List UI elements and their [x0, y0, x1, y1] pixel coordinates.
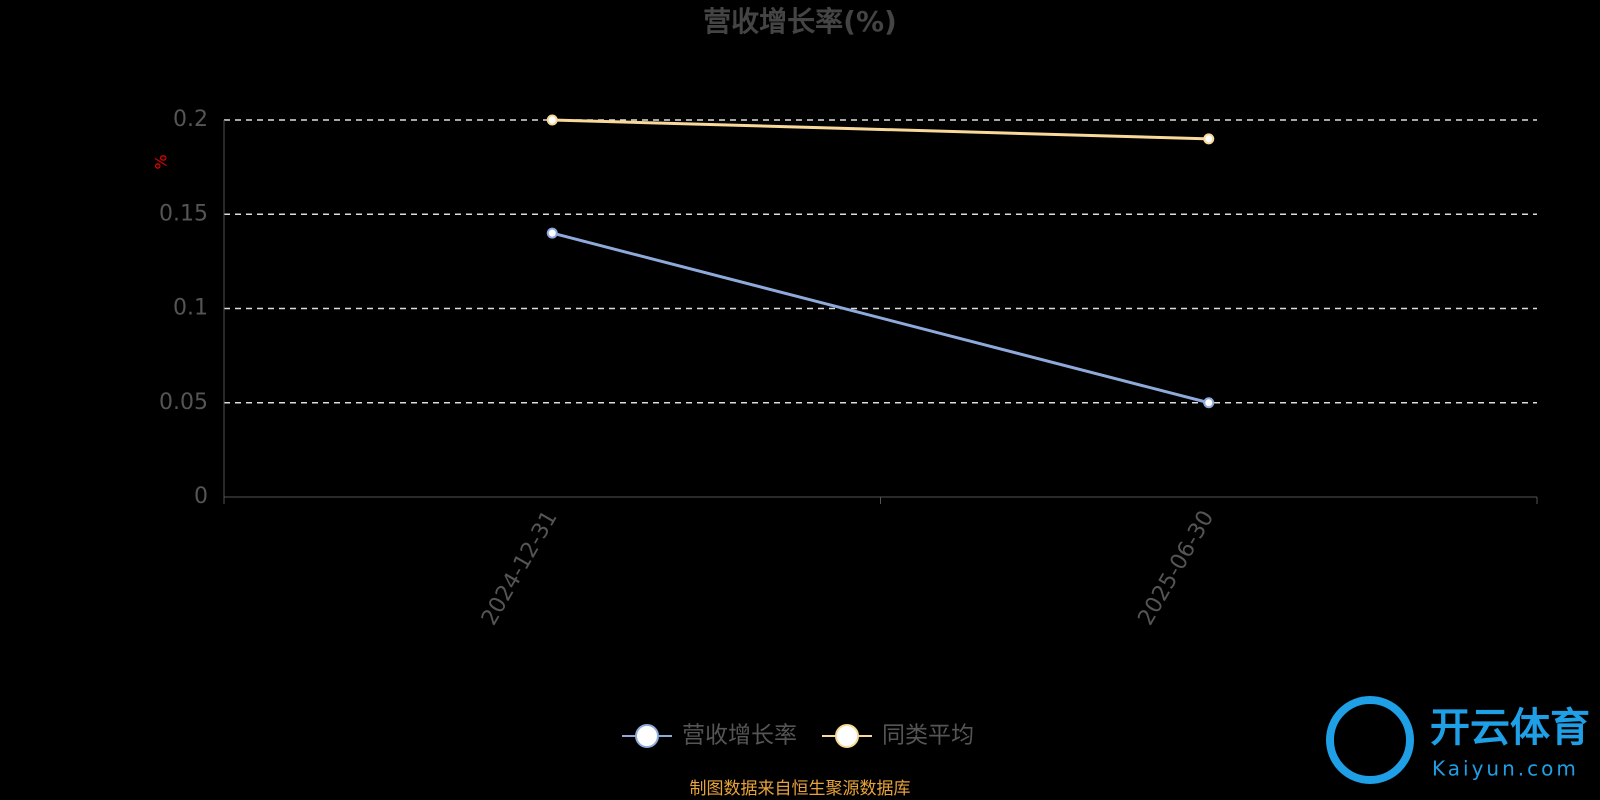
y-axis-label: %: [152, 154, 171, 169]
data-point: [546, 227, 558, 239]
legend-marker: [635, 724, 659, 748]
series-line: [551, 231, 1210, 405]
chart-title: 营收增长率(%): [703, 5, 897, 38]
watermark-logo: [1326, 696, 1414, 784]
watermark-brand: 开云体育: [1430, 705, 1590, 751]
legend-marker: [835, 724, 859, 748]
legend-label: 营收增长率: [682, 723, 797, 749]
y-tick-label: 0.1: [173, 296, 208, 321]
y-tick-label: 0: [194, 484, 208, 509]
data-point: [1203, 397, 1215, 409]
y-tick-label: 0.2: [173, 107, 208, 132]
data-point: [546, 114, 558, 126]
source-note: 制图数据来自恒生聚源数据库: [690, 779, 911, 799]
y-tick-label: 0.05: [159, 390, 208, 415]
watermark-site: Kaiyun.com: [1432, 757, 1579, 781]
series-line: [552, 118, 1209, 141]
legend-label: 同类平均: [882, 723, 974, 749]
data-point: [1203, 133, 1215, 145]
watermark: 开云体育 Kaiyun.com: [1326, 696, 1590, 784]
y-tick-label: 0.15: [159, 201, 208, 226]
